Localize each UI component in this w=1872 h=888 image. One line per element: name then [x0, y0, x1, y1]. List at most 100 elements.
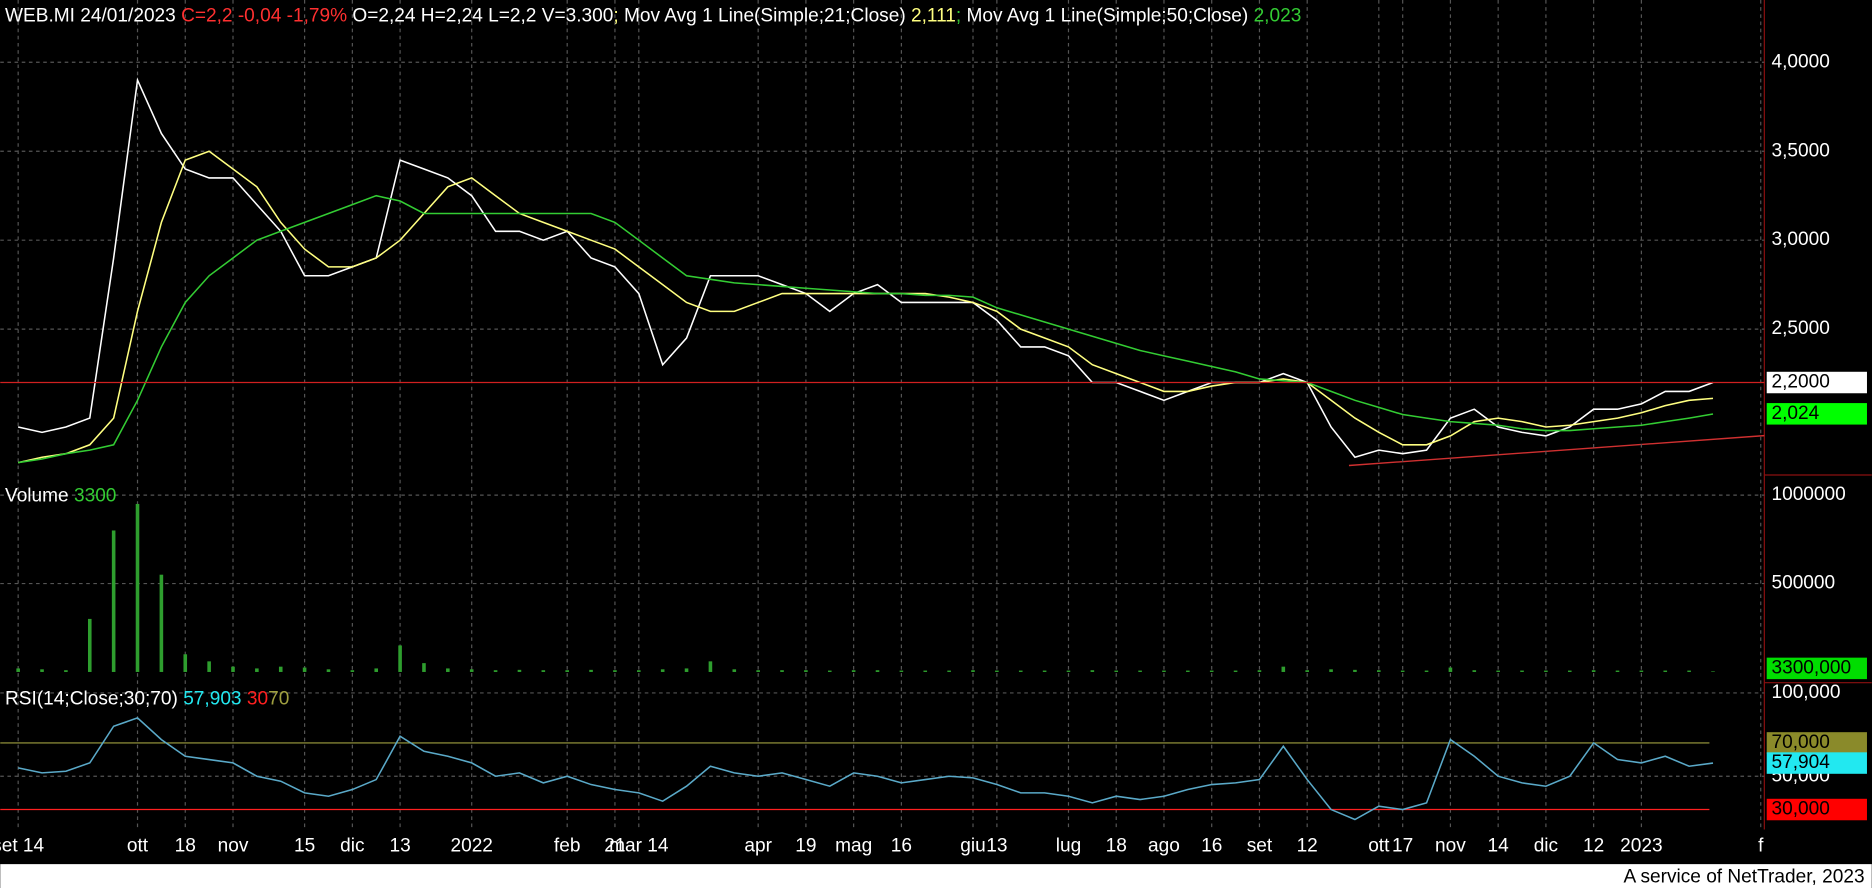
axis-tag-label: 30,000 [1771, 799, 1829, 820]
volume-bar [1281, 666, 1286, 672]
axis-tag-label: 3300,000 [1771, 657, 1851, 678]
volume-bar [1353, 669, 1357, 672]
x-tick-label: giu [960, 835, 985, 856]
axis-tag-label: 57,904 [1771, 752, 1830, 773]
ticker: WEB.MI [5, 6, 75, 27]
volume-bar [1233, 670, 1238, 672]
volume-bar [1066, 670, 1071, 672]
volume-bar [899, 670, 904, 672]
y-tick-label: 4,0000 [1771, 51, 1829, 72]
x-tick-label: nov [218, 835, 249, 856]
volume-bar [613, 670, 617, 672]
volume-bar [207, 661, 211, 672]
volume-bar [326, 669, 331, 672]
rsi-header: RSI(14;Close;30;70) 57,903 3070 [5, 688, 289, 709]
volume-bar [756, 670, 760, 672]
x-tick-label: mar 14 [609, 835, 669, 856]
x-tick-label: nov [1435, 835, 1466, 856]
x-tick-label: dic [340, 835, 365, 856]
y-tick-label: 500000 [1771, 573, 1835, 594]
volume-bar [589, 669, 593, 672]
x-tick-label: ott [1368, 835, 1390, 856]
legend-value: 2,111 [911, 6, 956, 27]
volume-bar [422, 663, 426, 672]
volume-bar [923, 670, 928, 672]
volume-bar [1042, 670, 1047, 672]
volume-bar [1114, 670, 1119, 672]
x-tick-label: 12 [1583, 835, 1604, 856]
volume-bar [875, 670, 880, 672]
header: WEB.MI 24/01/2023 C=2,2 -0,04 -1,79% O=2… [5, 6, 1301, 27]
axis-tag [1766, 732, 1867, 754]
volume-bar [1018, 670, 1023, 672]
volume-bar [1520, 670, 1524, 672]
y-tick-label: 2,5000 [1771, 318, 1829, 339]
y-tick-label: 3,5000 [1771, 140, 1829, 161]
volume-bar [780, 670, 784, 672]
volume-bar [469, 669, 474, 672]
x-tick-label: 17 [1392, 835, 1413, 856]
axis-tag-label: 2,024 [1771, 403, 1819, 424]
volume-bar [1496, 670, 1500, 672]
volume-bar [111, 530, 116, 672]
legend-value: 3300 [74, 486, 116, 507]
axis-tag [1766, 657, 1867, 680]
volume-bar [1448, 667, 1453, 672]
volume-bar [1639, 670, 1644, 672]
volume-bar [1162, 670, 1166, 672]
axis-tag-label: 70,000 [1771, 732, 1829, 753]
volume-bar [1090, 670, 1095, 672]
x-tick-label: feb [554, 835, 581, 856]
legend-value: 57,903 [183, 688, 241, 709]
x-tick-label: 21 [604, 835, 625, 856]
panel-title: RSI(14;Close;30;70) [5, 688, 178, 709]
volume-bar [493, 670, 498, 672]
volume-bar [1544, 670, 1548, 672]
volume-bar [183, 654, 188, 672]
volume-bar [517, 669, 522, 672]
x-tick-label: lug [1056, 835, 1081, 856]
x-tick-label: ott [127, 835, 149, 856]
x-tick-label: 12 [1297, 835, 1318, 856]
volume-bar [1138, 670, 1142, 672]
volume-bar [446, 668, 450, 672]
y-tick-label: 3,0000 [1771, 229, 1829, 250]
x-tick-label: ago [1148, 835, 1180, 856]
volume-bar [350, 670, 355, 672]
x-tick-label: set 14 [0, 835, 45, 856]
trend-line [1348, 434, 1765, 467]
volume-bar [1424, 670, 1429, 672]
x-tick-label: 16 [891, 835, 912, 856]
x-tick-label: 13 [986, 835, 1007, 856]
axis-tag [1766, 371, 1867, 394]
volume-bar [708, 661, 713, 672]
x-tick-label: 19 [795, 835, 816, 856]
volume-bar [1329, 669, 1333, 672]
axis-tag [1766, 403, 1867, 425]
series-line [18, 717, 1714, 821]
volume-bar [971, 670, 975, 672]
volume-bar [1209, 670, 1214, 672]
volume-bar [827, 670, 832, 672]
x-tick-label: 16 [1201, 835, 1222, 856]
footer-bar [0, 864, 1872, 888]
volume-bar [637, 670, 641, 672]
volume-bar [159, 574, 164, 672]
x-tick-label: 18 [1106, 835, 1127, 856]
volume-bar [374, 668, 379, 672]
volume-bar [565, 670, 569, 672]
volume-bar [1567, 670, 1572, 672]
volume-bar [732, 669, 737, 672]
level-label: 30 [247, 688, 268, 709]
x-tick-label: f [1758, 835, 1764, 856]
volume-bar [135, 503, 140, 672]
volume-bar [1687, 670, 1691, 672]
x-tick-label: 14 [1488, 835, 1510, 856]
separator: ; [956, 6, 961, 27]
volume-bar [660, 669, 665, 672]
axis-tag [1766, 752, 1867, 774]
volume-bar [1257, 670, 1262, 672]
volume-bar [851, 670, 856, 672]
